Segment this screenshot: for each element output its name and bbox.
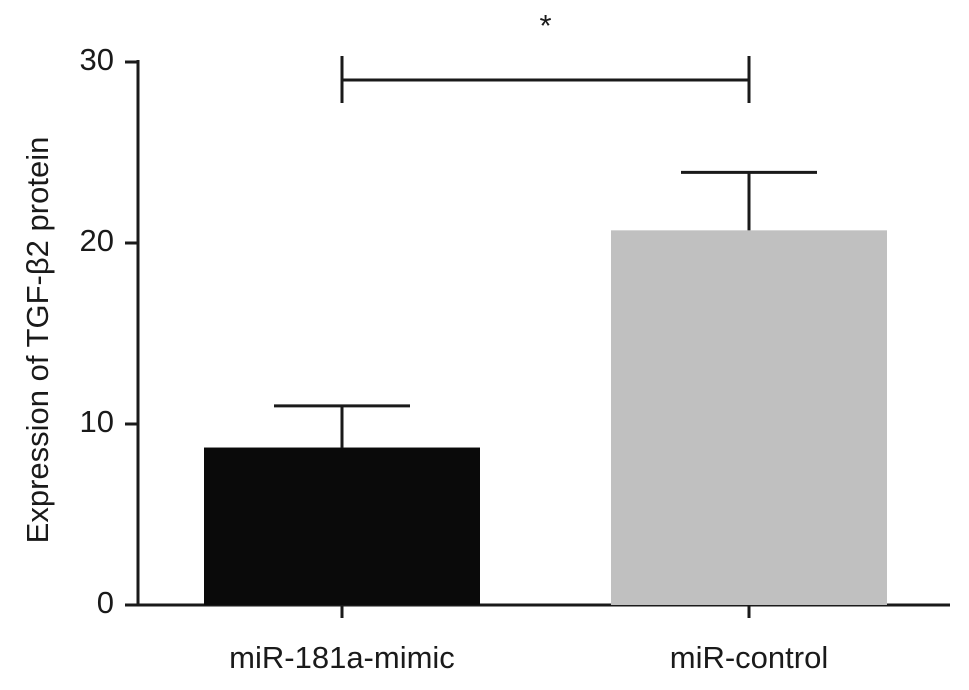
significance-label: * xyxy=(539,8,551,43)
y-axis-label: Expression of TGF-β2 protein xyxy=(20,137,55,544)
y-tick-label: 20 xyxy=(80,223,114,258)
bar xyxy=(204,447,480,605)
x-tick-label: miR-control xyxy=(670,640,828,675)
x-tick-label: miR-181a-mimic xyxy=(229,640,455,675)
y-tick-label: 30 xyxy=(80,42,114,77)
bar xyxy=(611,230,887,605)
y-tick-label: 0 xyxy=(97,585,114,620)
y-tick-label: 10 xyxy=(80,404,114,439)
